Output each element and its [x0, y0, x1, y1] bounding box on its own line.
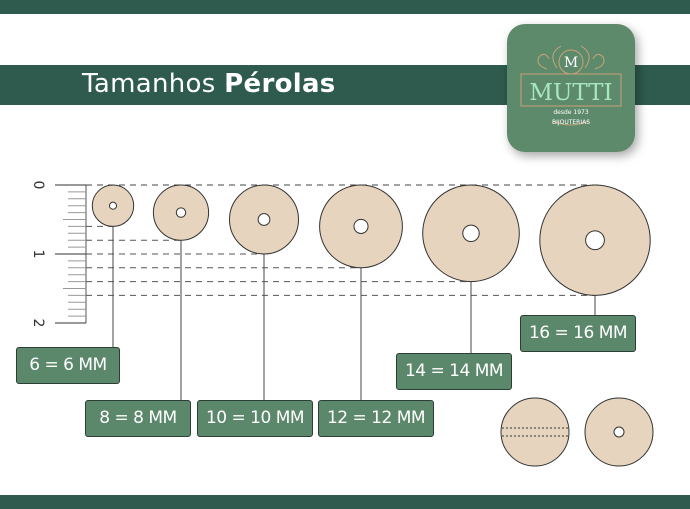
logo-since: desde 1973 [553, 109, 588, 116]
size-label-8mm: 8 = 8 MM [85, 400, 191, 437]
ruler-label: 1 [30, 250, 46, 259]
example-pearl-side [500, 397, 570, 467]
pearl-hole [462, 224, 480, 243]
size-label-16mm: 16 = 16 MM [520, 315, 636, 352]
logo-brand: MUTTI [529, 80, 612, 106]
pearl-hole [613, 426, 625, 438]
pearl-hole [585, 230, 605, 251]
pearl-hole [257, 213, 271, 226]
pearl-hole [175, 207, 187, 218]
top-band [0, 0, 690, 14]
size-label-12mm: 12 = 12 MM [318, 400, 434, 437]
size-label-10mm: 10 = 10 MM [197, 400, 313, 437]
title-bold: Pérolas [224, 69, 336, 99]
pearl-hole [108, 201, 118, 210]
logo-initial: M [564, 55, 578, 71]
ruler-label: 0 [30, 181, 46, 190]
mutti-logo: M MUTTI desde 1973 BIJOUTERIAS [507, 24, 635, 152]
title-regular: Tamanhos [82, 69, 216, 99]
size-label-6mm: 6 = 6 MM [16, 347, 120, 384]
bottom-band [0, 495, 690, 509]
logo-tagline: BIJOUTERIAS [552, 119, 590, 126]
ruler-label: 2 [30, 319, 46, 328]
size-label-14mm: 14 = 14 MM [396, 353, 512, 390]
pearl-hole [353, 218, 369, 234]
page-title: Tamanhos Pérolas [82, 69, 336, 99]
logo-emblem: M MUTTI desde 1973 BIJOUTERIAS [520, 45, 622, 126]
